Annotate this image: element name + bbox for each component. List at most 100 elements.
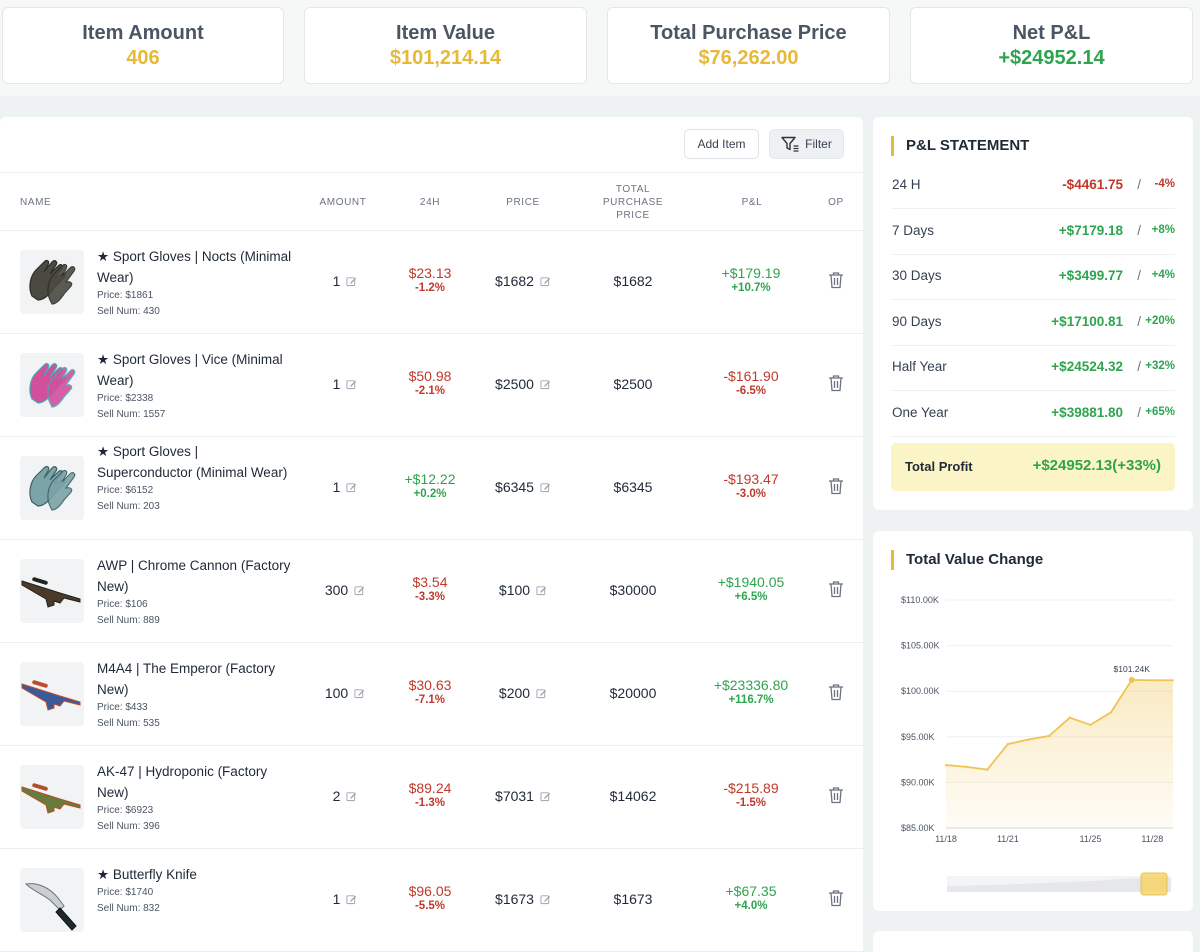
delete-icon[interactable] xyxy=(828,786,844,804)
add-item-button[interactable]: Add Item xyxy=(684,129,759,159)
pl-period-amount: +$3499.77 xyxy=(1058,268,1123,283)
x-tick-label: 11/25 xyxy=(1080,834,1102,844)
value-point[interactable] xyxy=(965,765,968,769)
pl-period-amount: +$17100.81 xyxy=(1051,313,1123,329)
edit-price-icon[interactable] xyxy=(540,377,551,393)
total-value-chart[interactable]: $110.00K $105.00K $100.00K $95.00K $90.00K $8… xyxy=(873,531,1193,901)
pl-value: -$215.89 xyxy=(723,779,779,796)
pl-statement-panel: P&L STATEMENT 24 H -$4461.75 / -4% 7 Day… xyxy=(873,117,1193,510)
pl-cell: -$193.47 -3.0% xyxy=(700,471,802,500)
col-24h[interactable]: 24H xyxy=(419,196,441,208)
value-point[interactable] xyxy=(1047,734,1051,738)
value-point[interactable] xyxy=(1068,716,1072,719)
value-point[interactable] xyxy=(1171,678,1175,682)
value-point[interactable] xyxy=(1109,710,1113,714)
filter-button[interactable]: Filter xyxy=(769,129,844,159)
edit-price-icon[interactable] xyxy=(536,583,547,599)
col-name[interactable]: NAME xyxy=(20,196,52,208)
edit-amount-icon[interactable] xyxy=(346,480,357,496)
col-op: OP xyxy=(828,196,844,208)
total-purchase-cell: $1673 xyxy=(613,890,653,907)
item-sell-num: Sell Num: 889 xyxy=(97,615,160,626)
item-name[interactable]: ★ Sport Gloves | Superconductor (Minimal… xyxy=(97,444,288,480)
pl-percent: -3.0% xyxy=(735,487,767,500)
edit-amount-icon[interactable] xyxy=(354,686,365,702)
pl-period-percent: +4% xyxy=(1151,269,1175,281)
table-row[interactable]: ★ Sport Gloves | Nocts (Minimal Wear) Pr… xyxy=(0,231,863,334)
item-name[interactable]: ★ Sport Gloves | Vice (Minimal Wear) xyxy=(97,352,283,388)
stat-value: $101,214.14 xyxy=(389,47,502,69)
pl-period-amount: +$39881.80 xyxy=(1051,404,1123,420)
edit-amount-icon[interactable] xyxy=(346,789,357,805)
change-24h-value: $30.63 xyxy=(408,676,452,693)
value-point[interactable] xyxy=(985,768,989,771)
item-name[interactable]: ★ Sport Gloves | Nocts (Minimal Wear) xyxy=(97,249,292,285)
pl-period-percent: +32% xyxy=(1145,360,1175,372)
pl-value: +$23336.80 xyxy=(713,676,789,693)
edit-amount-icon[interactable] xyxy=(346,892,357,908)
table-row[interactable]: ★ Sport Gloves | Superconductor (Minimal… xyxy=(0,437,863,540)
delete-icon[interactable] xyxy=(828,889,844,907)
table-row[interactable]: AWP | Chrome Cannon (Factory New) Price:… xyxy=(0,540,863,643)
stat-total-purchase-price: Total Purchase Price $76,262.00 xyxy=(607,7,890,84)
edit-amount-icon[interactable] xyxy=(354,583,365,599)
value-point[interactable] xyxy=(1006,742,1010,746)
table-row[interactable]: ★ Butterfly Knife Price: $1740 Sell Num:… xyxy=(0,849,863,952)
edit-price-icon[interactable] xyxy=(540,789,551,805)
value-line[interactable] xyxy=(945,678,1173,771)
item-name[interactable]: M4A4 | The Emperor (Factory New) xyxy=(97,661,276,697)
edit-price-icon[interactable] xyxy=(536,686,547,702)
y-tick-label: $90.00K xyxy=(901,777,935,787)
col-amount[interactable]: AMOUNT xyxy=(319,196,367,208)
change-24h-cell: $3.54 -3.3% xyxy=(390,574,470,603)
pl-separator: / xyxy=(1137,177,1141,192)
peak-point[interactable] xyxy=(1128,676,1135,683)
table-row[interactable]: ★ Sport Gloves | Vice (Minimal Wear) Pri… xyxy=(0,334,863,437)
col-total-purchase-price[interactable]: TOTAL PURCHASE PRICE xyxy=(602,183,664,221)
x-tick-label: 11/28 xyxy=(1141,834,1163,844)
delete-icon[interactable] xyxy=(828,477,844,495)
price-value: $1673 xyxy=(495,890,534,907)
price-cell: $200 xyxy=(478,685,568,702)
x-tick-label: 11/18 xyxy=(935,834,957,844)
knife-icon xyxy=(20,867,84,932)
zoom-slider-handle[interactable] xyxy=(1140,872,1168,896)
item-name[interactable]: AK-47 | Hydroponic (Factory New) xyxy=(97,764,268,800)
amount-cell: 100 xyxy=(305,685,385,702)
col-pl[interactable]: P&L xyxy=(741,196,763,208)
table-row[interactable]: M4A4 | The Emperor (Factory New) Price: … xyxy=(0,643,863,746)
price-value: $7031 xyxy=(495,787,534,804)
table-row[interactable]: AK-47 | Hydroponic (Factory New) Price: … xyxy=(0,746,863,849)
edit-amount-icon[interactable] xyxy=(346,274,357,290)
price-cell: $1682 xyxy=(478,273,568,290)
edit-price-icon[interactable] xyxy=(540,274,551,290)
stat-title: Item Value xyxy=(396,22,495,44)
edit-amount-icon[interactable] xyxy=(346,377,357,393)
total-purchase-cell: $20000 xyxy=(609,684,657,701)
total-purchase-cell: $14062 xyxy=(609,787,657,804)
col-price[interactable]: PRICE xyxy=(506,196,540,208)
change-24h-percent: -5.5% xyxy=(414,899,446,912)
price-value: $100 xyxy=(498,581,531,598)
pl-period-percent: -4% xyxy=(1154,178,1175,190)
delete-icon[interactable] xyxy=(828,683,844,701)
change-24h-cell: $23.13 -1.2% xyxy=(390,265,470,294)
delete-icon[interactable] xyxy=(828,271,844,289)
amount-value: 2 xyxy=(332,787,341,804)
pl-separator: / xyxy=(1137,359,1141,374)
pl-separator: / xyxy=(1137,404,1141,420)
pl-row: 30 Days +$3499.77 / +4% xyxy=(891,255,1175,300)
stat-item-amount: Item Amount 406 xyxy=(2,7,284,84)
value-point[interactable] xyxy=(944,763,948,767)
pl-percent: -6.5% xyxy=(735,384,767,397)
edit-price-icon[interactable] xyxy=(540,480,551,496)
delete-icon[interactable] xyxy=(828,374,844,392)
edit-price-icon[interactable] xyxy=(540,892,551,908)
item-name[interactable]: ★ Butterfly Knife xyxy=(97,867,197,882)
value-point[interactable] xyxy=(1089,723,1092,727)
change-24h-value: $23.13 xyxy=(408,264,452,281)
value-point[interactable] xyxy=(1027,738,1030,741)
item-name[interactable]: AWP | Chrome Cannon (Factory New) xyxy=(97,558,291,594)
delete-icon[interactable] xyxy=(828,580,844,598)
value-point[interactable] xyxy=(1151,678,1154,682)
